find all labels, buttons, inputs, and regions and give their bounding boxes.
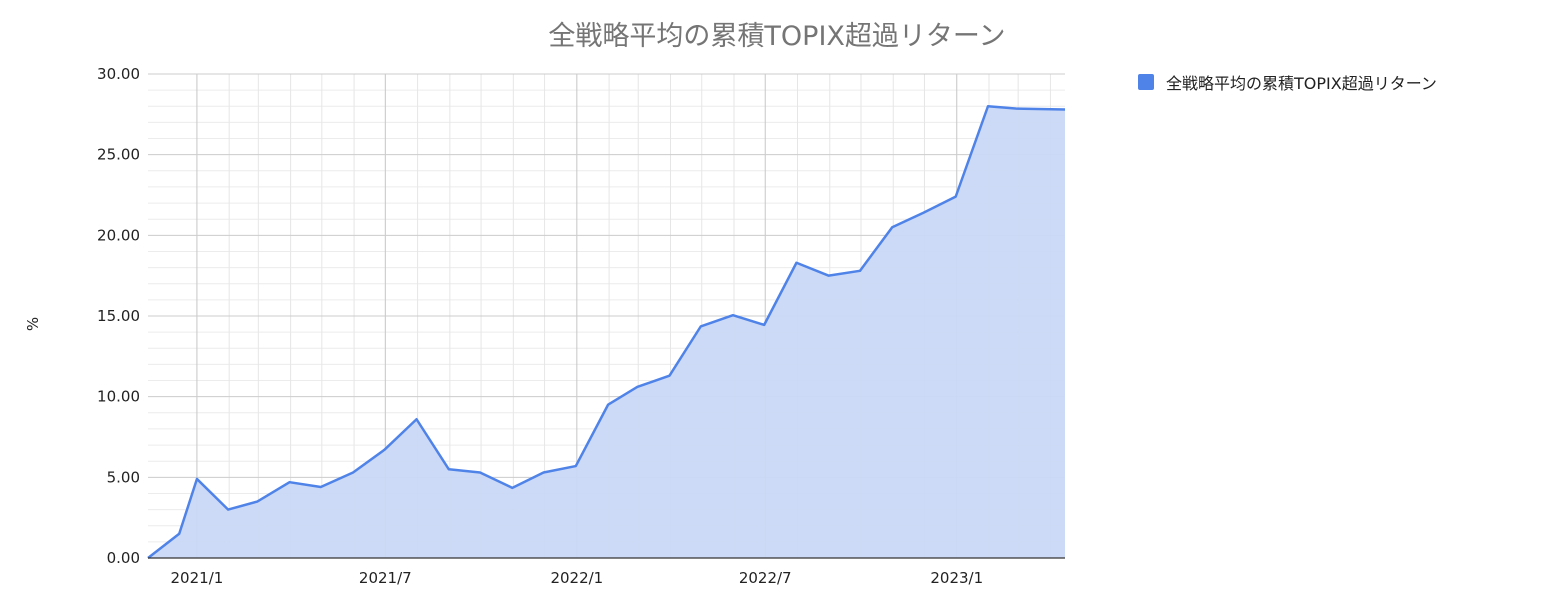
y-axis-label: % bbox=[24, 317, 42, 331]
area-layer bbox=[147, 105, 1066, 559]
y-tick-label: 0.00 bbox=[107, 549, 140, 567]
x-tick-label: 2021/7 bbox=[359, 569, 412, 587]
y-tick-labels: 0.00 5.00 10.00 15.00 20.00 25.00 30.00 bbox=[97, 65, 140, 567]
y-tick-label: 15.00 bbox=[97, 307, 140, 325]
x-tick-label: 2022/1 bbox=[550, 569, 603, 587]
legend-label: 全戦略平均の累積TOPIX超過リターン bbox=[1166, 74, 1437, 93]
x-tick-label: 2023/1 bbox=[930, 569, 983, 587]
series-line-0 bbox=[147, 105, 1066, 559]
y-tick-label: 25.00 bbox=[97, 146, 140, 164]
y-tick-label: 20.00 bbox=[97, 226, 140, 244]
legend: 全戦略平均の累積TOPIX超過リターン bbox=[1138, 70, 1437, 94]
y-tick-label: 10.00 bbox=[97, 388, 140, 406]
x-tick-label: 2021/1 bbox=[171, 569, 224, 587]
x-tick-labels: 2021/1 2021/7 2022/1 2022/7 2023/1 bbox=[171, 569, 984, 587]
chart-title: 全戦略平均の累積TOPIX超過リターン bbox=[548, 21, 1006, 52]
series-area-0 bbox=[148, 106, 1065, 559]
y-tick-label: 5.00 bbox=[107, 468, 140, 486]
legend-swatch bbox=[1138, 74, 1154, 90]
y-tick-label: 30.00 bbox=[97, 65, 140, 83]
x-tick-label: 2022/7 bbox=[739, 569, 792, 587]
